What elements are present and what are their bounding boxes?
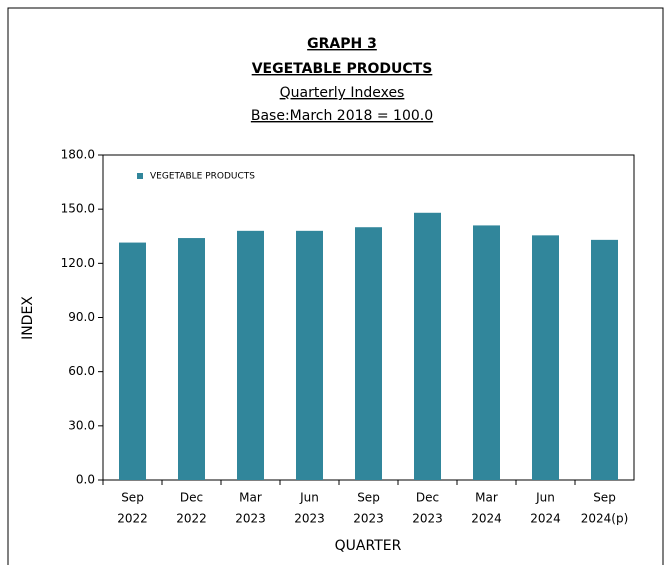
y-axis-label: INDEX (20, 296, 36, 340)
x-tick-label: 2024 (530, 512, 561, 526)
y-tick-label: 90.0 (68, 310, 95, 324)
x-tick-label: Sep (593, 491, 616, 505)
x-tick-label: 2023 (294, 512, 325, 526)
x-tick-label: Jun (299, 491, 319, 505)
bar (178, 238, 205, 480)
bar (591, 239, 618, 480)
x-tick-label: 2024(p) (581, 512, 629, 526)
x-tick-label: 2022 (176, 512, 207, 526)
chart-subtitle: Base:March 2018 = 100.0 (251, 108, 433, 124)
legend-label: VEGETABLE PRODUCTS (150, 172, 255, 182)
y-tick-label: 150.0 (61, 202, 95, 216)
x-tick-label: Dec (180, 491, 203, 505)
y-tick-label: 0.0 (76, 473, 95, 487)
x-axis-label: QUARTER (335, 538, 402, 554)
x-tick-label: 2023 (412, 512, 443, 526)
x-tick-label: Mar (475, 491, 498, 505)
x-tick-label: 2024 (471, 512, 502, 526)
x-tick-label: 2022 (117, 512, 148, 526)
x-tick-label: Sep (121, 491, 144, 505)
bar (473, 225, 500, 480)
bar (119, 242, 146, 480)
x-tick-label: Sep (357, 491, 380, 505)
bar (237, 230, 264, 480)
chart-subtitle: Quarterly Indexes (280, 85, 405, 101)
bar (414, 212, 441, 480)
x-tick-label: 2023 (353, 512, 384, 526)
chart-subtitle: VEGETABLE PRODUCTS (252, 61, 433, 77)
x-tick-label: 2023 (235, 512, 266, 526)
x-tick-label: Jun (535, 491, 555, 505)
bar (532, 235, 559, 480)
y-tick-label: 180.0 (61, 148, 95, 162)
x-tick-label: Mar (239, 491, 262, 505)
bar (296, 230, 323, 480)
x-tick-label: Dec (416, 491, 439, 505)
chart-title: GRAPH 3 (307, 36, 377, 52)
legend-swatch (137, 173, 143, 179)
y-tick-label: 120.0 (61, 256, 95, 270)
bar (355, 227, 382, 480)
y-tick-label: 60.0 (68, 364, 95, 378)
y-tick-label: 30.0 (68, 418, 95, 432)
